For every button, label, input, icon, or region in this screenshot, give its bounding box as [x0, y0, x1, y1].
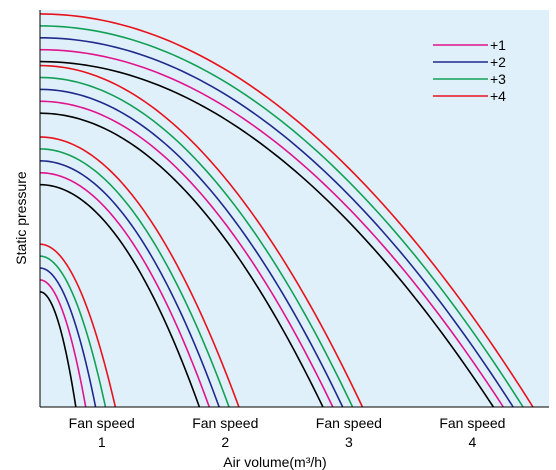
curve-speed-3-series-0 [39, 112, 324, 408]
legend: +1+2+3+4 [433, 37, 506, 104]
curve-speed-2-series-3 [39, 148, 230, 408]
curve-speed-2-series-2 [39, 160, 220, 408]
curve-speed-1-series-1 [39, 279, 87, 408]
curve-speed-3-series-3 [39, 76, 354, 408]
legend-label-1: +1 [490, 37, 506, 53]
curve-speed-1-series-2 [39, 267, 97, 408]
curve-speed-4-series-1 [39, 48, 504, 408]
x-tick-number-3: 3 [345, 434, 353, 450]
curve-speed-2-series-4 [39, 136, 240, 408]
fan-curves [39, 13, 534, 408]
curve-speed-4-series-3 [39, 25, 524, 408]
x-tick-label-1: Fan speed [69, 415, 135, 431]
curve-speed-1-series-3 [39, 255, 107, 408]
curve-speed-3-series-2 [39, 88, 344, 408]
curve-speed-2-series-0 [39, 183, 201, 408]
curve-speed-1-series-0 [39, 291, 77, 408]
legend-label-2: +2 [490, 54, 506, 70]
x-tick-label-3: Fan speed [316, 415, 382, 431]
curve-speed-4-series-4 [39, 13, 534, 408]
legend-label-3: +3 [490, 71, 506, 87]
curve-speed-1-series-4 [39, 243, 117, 408]
x-tick-label-4: Fan speed [439, 415, 505, 431]
curve-speed-4-series-2 [39, 36, 514, 408]
curve-speed-3-series-1 [39, 100, 334, 408]
x-tick-number-2: 2 [221, 434, 229, 450]
x-tick-number-4: 4 [469, 434, 477, 450]
y-axis-title: Static pressure [13, 171, 29, 265]
plot-area [40, 10, 549, 407]
curve-speed-3-series-4 [39, 64, 364, 408]
x-tick-number-1: 1 [98, 434, 106, 450]
curve-speed-4-series-0 [39, 60, 495, 408]
curve-speed-2-series-1 [39, 171, 211, 408]
legend-label-4: +4 [490, 88, 506, 104]
x-ticks: Fan speed 1 Fan speed 2 Fan speed 3 Fan speed 4 [69, 415, 506, 450]
x-tick-label-2: Fan speed [192, 415, 258, 431]
x-axis-title: Air volume(m³/h) [223, 454, 326, 470]
